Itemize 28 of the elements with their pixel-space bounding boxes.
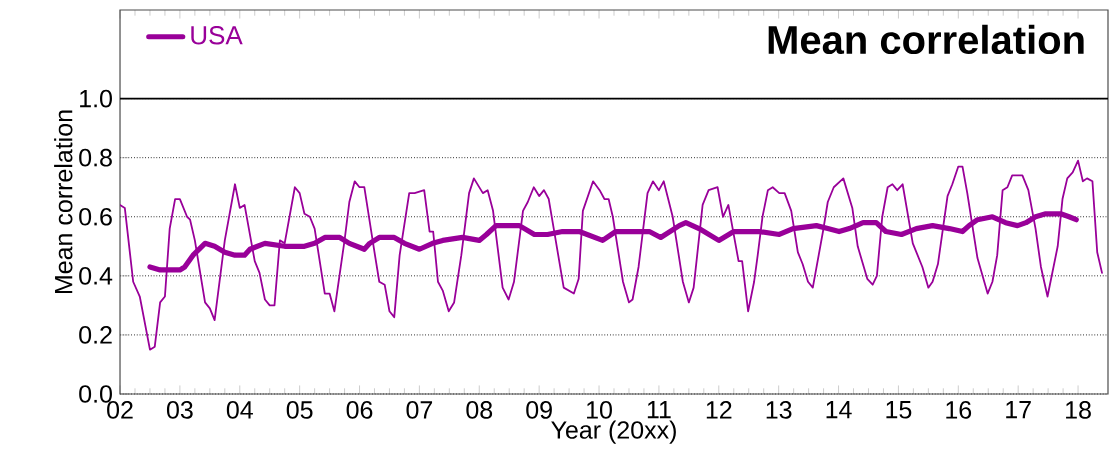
y-tick-label: 0.4 bbox=[79, 267, 113, 285]
x-tick-label: 04 bbox=[226, 401, 253, 419]
y-tick-label: 0.0 bbox=[79, 385, 112, 403]
x-tick-label: 09 bbox=[526, 401, 552, 419]
x-tick-label: 16 bbox=[946, 401, 972, 419]
y-axis-title: Mean correlation bbox=[54, 110, 73, 294]
x-tick-label: 07 bbox=[406, 401, 433, 419]
x-tick-label: 06 bbox=[346, 401, 373, 419]
x-tick-label: 12 bbox=[706, 401, 732, 419]
x-tick-label: 03 bbox=[166, 401, 193, 419]
x-tick-label: 17 bbox=[1006, 401, 1031, 419]
chart-title: Mean correlation bbox=[768, 24, 1084, 55]
y-tick-label: 0.2 bbox=[79, 326, 112, 344]
x-tick-label: 14 bbox=[826, 401, 852, 419]
x-tick-label: 18 bbox=[1066, 401, 1091, 419]
y-tick-label: 0.6 bbox=[79, 207, 112, 226]
line-series bbox=[120, 159, 1103, 351]
x-tick-label: 02 bbox=[107, 401, 133, 419]
x-axis-title: Year (20xx) bbox=[551, 420, 676, 444]
x-tick-label: 13 bbox=[766, 401, 792, 419]
x-tick-label: 10 bbox=[587, 401, 612, 419]
y-tick-label: 1.0 bbox=[80, 89, 112, 108]
legend-label: USA bbox=[191, 26, 243, 45]
x-tick-label: 11 bbox=[647, 401, 671, 419]
x-tick-label: 05 bbox=[286, 401, 313, 419]
x-tick-label: 15 bbox=[886, 401, 912, 419]
y-tick-label: 0.8 bbox=[79, 148, 112, 167]
x-tick-label: 08 bbox=[466, 401, 493, 419]
